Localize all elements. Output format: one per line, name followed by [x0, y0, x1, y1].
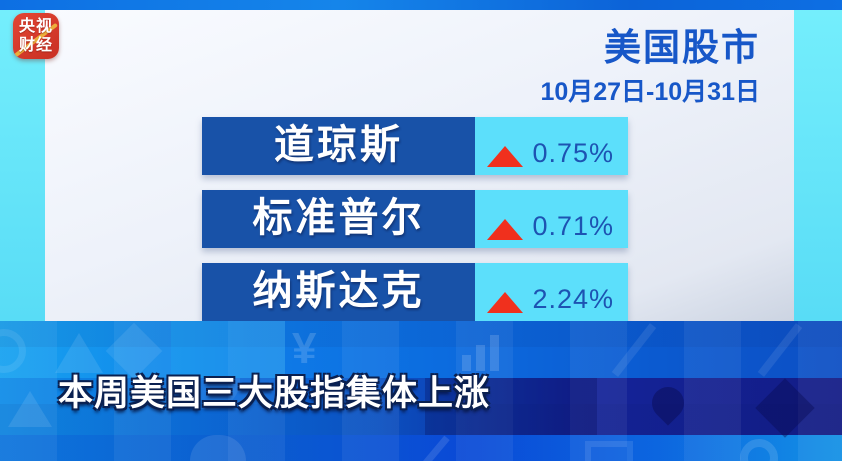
- bar-chart-pattern-icon: [462, 333, 499, 371]
- mosaic-row-bottom: [0, 435, 842, 461]
- caption-text: 本周美国三大股指集体上涨: [58, 374, 491, 413]
- mosaic-row-middle: [0, 378, 842, 435]
- up-triangle-icon: [487, 219, 523, 240]
- index-name: 道琼斯: [202, 117, 475, 175]
- index-name: 纳斯达克: [202, 263, 475, 321]
- change-percent: 0.75%: [532, 138, 614, 168]
- mosaic-band: ¥ 本周美国三大股指集体上涨: [0, 321, 842, 461]
- index-change-cell: 0.71%: [475, 190, 628, 248]
- change-percent: 2.24%: [532, 284, 614, 314]
- page-title: 美国股市: [604, 27, 760, 68]
- index-name: 标准普尔: [202, 190, 475, 248]
- index-list: 道琼斯 0.75% 标准普尔 0.71% 纳斯达克 2.24%: [202, 117, 628, 336]
- mosaic-row-top: [0, 321, 842, 378]
- top-border-strip: [0, 0, 842, 10]
- header: 美国股市 10月27日-10月31日: [540, 27, 760, 108]
- yen-pattern-icon: ¥: [292, 324, 317, 373]
- mosaic-tile-grid: [0, 321, 842, 461]
- main-panel: 美国股市 10月27日-10月31日 道琼斯 0.75% 标准普尔 0.71% …: [45, 10, 794, 321]
- circle-pattern-icon: [740, 439, 778, 461]
- up-triangle-icon: [487, 146, 523, 167]
- index-change-cell: 2.24%: [475, 263, 628, 321]
- index-row-nasdaq: 纳斯达克 2.24%: [202, 263, 628, 321]
- date-range: 10月27日-10月31日: [540, 77, 760, 106]
- rect-pattern-icon: [585, 441, 633, 461]
- index-change-cell: 0.75%: [475, 117, 628, 175]
- up-triangle-icon: [487, 292, 523, 313]
- index-row-sp: 标准普尔 0.71%: [202, 190, 628, 248]
- logo-text-bottom: 财经: [18, 37, 53, 54]
- right-border-strip: [794, 10, 842, 321]
- bright-tile: [171, 321, 285, 378]
- change-percent: 0.71%: [532, 211, 614, 241]
- circle-pattern-icon: [0, 329, 26, 373]
- index-row-dowjones: 道琼斯 0.75%: [202, 117, 628, 175]
- cctv-finance-logo: 央视 财经: [13, 13, 59, 59]
- left-border-strip: [0, 10, 45, 321]
- logo-text-top: 央视: [18, 18, 53, 35]
- dark-tile: [425, 378, 597, 435]
